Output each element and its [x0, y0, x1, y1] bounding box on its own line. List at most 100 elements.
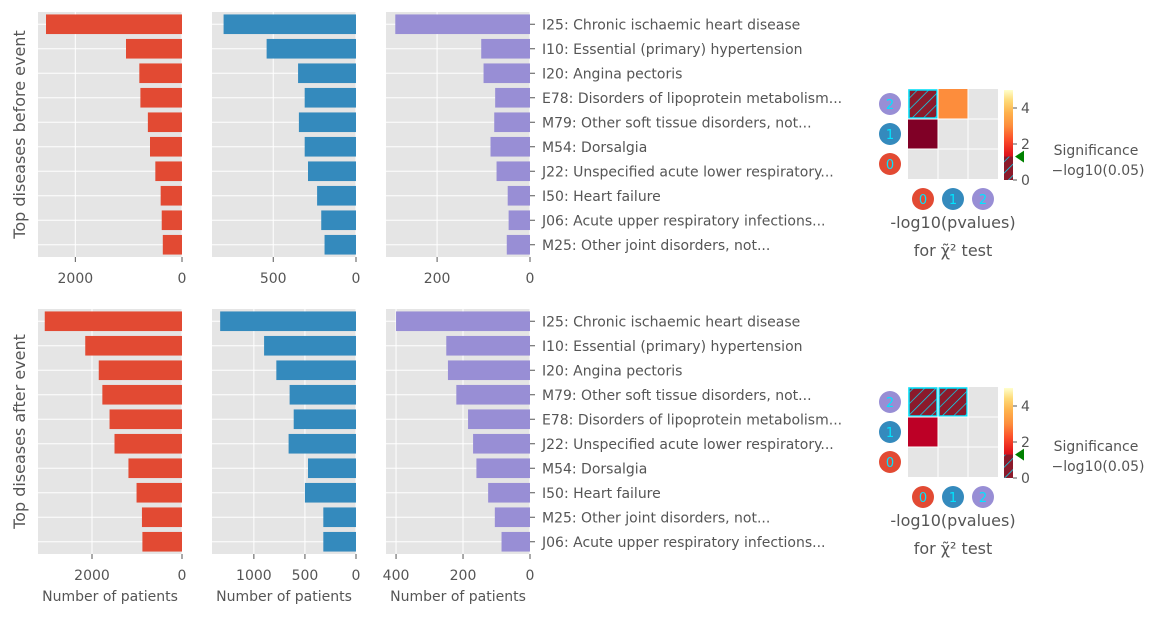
col-label: 0 — [919, 193, 927, 208]
category-label: M54: Dorsalgia — [542, 461, 647, 477]
bar — [468, 409, 530, 430]
bar — [304, 482, 356, 503]
cluster-marker — [972, 486, 994, 508]
bar — [495, 87, 530, 108]
col-label: 1 — [949, 491, 957, 506]
y-axis-label: Top diseases before event — [10, 30, 29, 239]
bar — [494, 507, 530, 528]
row-label: 1 — [886, 426, 894, 441]
row-label: 2 — [886, 98, 894, 113]
col-label: 2 — [979, 491, 987, 506]
colorbar-tick-label: 2 — [1021, 137, 1030, 153]
bar — [289, 384, 356, 405]
bar — [496, 161, 530, 182]
bar — [506, 234, 530, 255]
x-tick-label: 200 — [450, 568, 477, 584]
bar — [161, 210, 182, 231]
cluster-marker — [879, 153, 901, 175]
category-label: I10: Essential (primary) hypertension — [542, 339, 803, 355]
x-tick-label: 0 — [352, 568, 361, 584]
bar — [136, 482, 182, 503]
bar — [490, 136, 530, 157]
bar — [321, 210, 356, 231]
bar — [304, 136, 356, 157]
category-label: I25: Chronic ischaemic heart disease — [542, 314, 800, 330]
bar — [141, 507, 182, 528]
bar — [476, 458, 530, 479]
heatmap-xlabel-line2: for χ̃² test — [914, 539, 993, 558]
bar — [473, 433, 530, 454]
bar — [288, 433, 356, 454]
bar — [223, 14, 356, 35]
heatmap-xlabel: -log10(pvalues) — [890, 511, 1015, 530]
x-tick-label: 200 — [424, 271, 451, 287]
bar — [323, 531, 356, 552]
x-tick-label: 1000 — [236, 568, 272, 584]
bar — [456, 384, 530, 405]
bar — [98, 360, 182, 381]
bar — [126, 38, 182, 59]
bar — [308, 458, 356, 479]
bar — [298, 112, 356, 133]
colorbar-tick-label: 4 — [1021, 101, 1030, 117]
cluster-marker — [879, 421, 901, 443]
category-label: M25: Other joint disorders, not... — [542, 238, 770, 254]
x-tick-label: 0 — [526, 568, 535, 584]
colorbar-significant-band — [1004, 454, 1013, 478]
bar — [304, 87, 356, 108]
bar — [155, 161, 182, 182]
x-tick-label: 400 — [383, 568, 410, 584]
colorbar-tick-label: 4 — [1021, 399, 1030, 415]
category-label: I10: Essential (primary) hypertension — [542, 42, 803, 58]
category-label: I50: Heart failure — [542, 189, 661, 205]
bar — [446, 335, 530, 356]
heatmap-cell-significant — [938, 387, 968, 417]
heatmap-xlabel-line2: for χ̃² test — [914, 241, 993, 260]
col-label: 1 — [949, 193, 957, 208]
heatmap-cell-significant — [908, 387, 938, 417]
legend-title: Significance — [1054, 143, 1139, 159]
row-label: 2 — [886, 396, 894, 411]
x-tick-label: 2000 — [58, 271, 94, 287]
heatmap-cell — [938, 89, 968, 119]
bar — [114, 433, 182, 454]
cluster-marker — [912, 188, 934, 210]
bar — [481, 38, 530, 59]
colorbar — [1004, 388, 1013, 478]
bar — [494, 112, 530, 133]
colorbar-tick-label: 0 — [1021, 173, 1030, 189]
col-label: 0 — [919, 491, 927, 506]
row-label: 1 — [886, 128, 894, 143]
category-label: I20: Angina pectoris — [542, 66, 682, 82]
bar — [85, 335, 182, 356]
category-label: I20: Angina pectoris — [542, 363, 682, 379]
bar — [139, 63, 182, 84]
row-label: 0 — [886, 158, 894, 173]
bar — [46, 14, 182, 35]
threshold-marker — [1015, 150, 1024, 163]
bar — [102, 384, 182, 405]
colorbar — [1004, 90, 1013, 180]
cluster-marker — [942, 486, 964, 508]
colorbar-tick-label: 0 — [1021, 471, 1030, 487]
bar — [44, 311, 182, 332]
bar — [396, 311, 530, 332]
heatmap-cell — [908, 417, 938, 447]
cluster-marker — [879, 93, 901, 115]
cluster-marker — [879, 391, 901, 413]
x-tick-label: 0 — [178, 271, 187, 287]
category-label: J06: Acute upper respiratory infections.… — [541, 213, 826, 229]
x-axis-label: Number of patients — [390, 589, 526, 605]
bar — [142, 531, 182, 552]
x-tick-label: 0 — [352, 271, 361, 287]
bar — [162, 234, 182, 255]
bar — [507, 185, 530, 206]
colorbar-tick-label: 2 — [1021, 435, 1030, 451]
category-label: I50: Heart failure — [542, 486, 661, 502]
colorbar-significant-band — [1004, 156, 1013, 180]
bar — [395, 14, 530, 35]
category-label: E78: Disorders of lipoprotein metabolism… — [542, 412, 842, 428]
bar — [140, 87, 182, 108]
